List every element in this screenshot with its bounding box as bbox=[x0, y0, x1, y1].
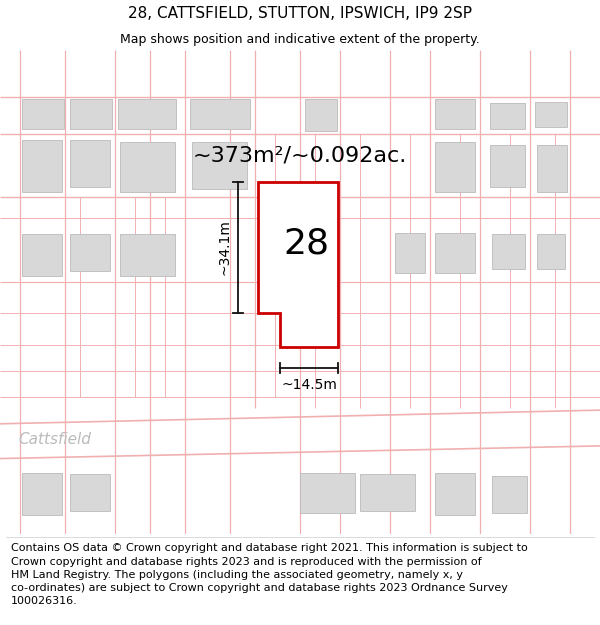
Bar bbox=[22, 139, 62, 192]
Bar bbox=[535, 102, 567, 127]
Bar bbox=[537, 145, 567, 192]
Bar bbox=[360, 474, 415, 511]
Text: Cattsfield: Cattsfield bbox=[18, 432, 91, 447]
Bar bbox=[435, 142, 475, 192]
Bar bbox=[22, 234, 62, 276]
Text: 28: 28 bbox=[283, 226, 329, 260]
Bar bbox=[22, 99, 64, 129]
Bar bbox=[435, 99, 475, 129]
Bar bbox=[190, 99, 250, 129]
Bar bbox=[120, 142, 175, 192]
Bar bbox=[395, 233, 425, 273]
Text: Map shows position and indicative extent of the property.: Map shows position and indicative extent… bbox=[120, 34, 480, 46]
Text: 28, CATTSFIELD, STUTTON, IPSWICH, IP9 2SP: 28, CATTSFIELD, STUTTON, IPSWICH, IP9 2S… bbox=[128, 6, 472, 21]
Bar bbox=[70, 139, 110, 187]
Text: Contains OS data © Crown copyright and database right 2021. This information is : Contains OS data © Crown copyright and d… bbox=[11, 543, 527, 606]
Bar bbox=[435, 473, 475, 516]
Bar bbox=[70, 234, 110, 271]
Polygon shape bbox=[258, 182, 338, 347]
Bar bbox=[492, 476, 527, 513]
Bar bbox=[490, 102, 525, 129]
Bar bbox=[435, 233, 475, 273]
Bar bbox=[537, 234, 565, 269]
Bar bbox=[300, 473, 355, 513]
Bar bbox=[70, 474, 110, 511]
Text: ~373m²/~0.092ac.: ~373m²/~0.092ac. bbox=[193, 145, 407, 165]
Bar bbox=[490, 145, 525, 187]
Bar bbox=[70, 99, 112, 129]
Bar bbox=[305, 99, 337, 131]
Text: ~34.1m: ~34.1m bbox=[217, 219, 231, 276]
Bar bbox=[22, 473, 62, 516]
Text: ~14.5m: ~14.5m bbox=[281, 378, 337, 392]
Bar bbox=[192, 142, 247, 189]
Bar bbox=[120, 234, 175, 276]
Bar bbox=[492, 234, 525, 269]
Bar bbox=[118, 99, 176, 129]
